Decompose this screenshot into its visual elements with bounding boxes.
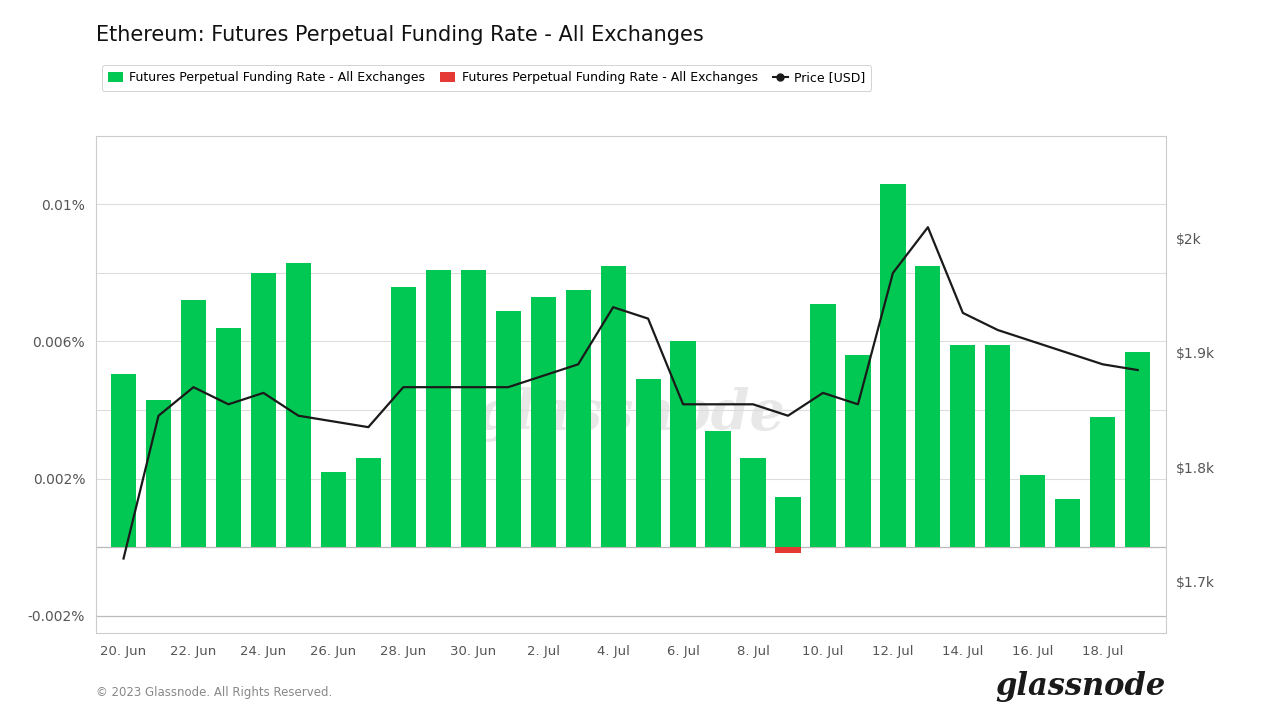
Bar <box>1091 417 1115 547</box>
Bar <box>321 472 347 547</box>
Bar <box>566 290 591 547</box>
Bar <box>355 458 381 547</box>
Bar <box>985 345 1010 547</box>
Text: glassnode: glassnode <box>475 387 786 442</box>
Bar <box>600 266 626 547</box>
Bar <box>181 300 206 547</box>
Bar <box>111 374 136 547</box>
Bar <box>215 327 241 547</box>
Bar <box>251 273 276 547</box>
Legend: Futures Perpetual Funding Rate - All Exchanges, Futures Perpetual Funding Rate -: Futures Perpetual Funding Rate - All Exc… <box>102 65 871 91</box>
Bar <box>496 310 521 547</box>
Bar <box>530 297 555 547</box>
Bar <box>285 262 311 547</box>
Bar <box>461 270 485 547</box>
Bar <box>706 430 731 547</box>
Text: glassnode: glassnode <box>995 671 1166 702</box>
Text: © 2023 Glassnode. All Rights Reserved.: © 2023 Glassnode. All Rights Reserved. <box>96 686 331 699</box>
Text: Ethereum: Futures Perpetual Funding Rate - All Exchanges: Ethereum: Futures Perpetual Funding Rate… <box>96 25 703 45</box>
Bar <box>1125 352 1150 547</box>
Bar <box>1055 499 1080 547</box>
Bar <box>776 498 800 547</box>
Bar <box>846 355 870 547</box>
Bar <box>880 184 906 547</box>
Bar <box>147 400 171 547</box>
Bar <box>740 458 766 547</box>
Bar <box>915 266 940 547</box>
Bar <box>776 547 800 553</box>
Bar <box>1020 475 1046 547</box>
Bar <box>636 379 661 547</box>
Bar <box>810 304 836 547</box>
Bar <box>426 270 451 547</box>
Bar <box>391 287 415 547</box>
Bar <box>670 342 696 547</box>
Bar <box>950 345 976 547</box>
